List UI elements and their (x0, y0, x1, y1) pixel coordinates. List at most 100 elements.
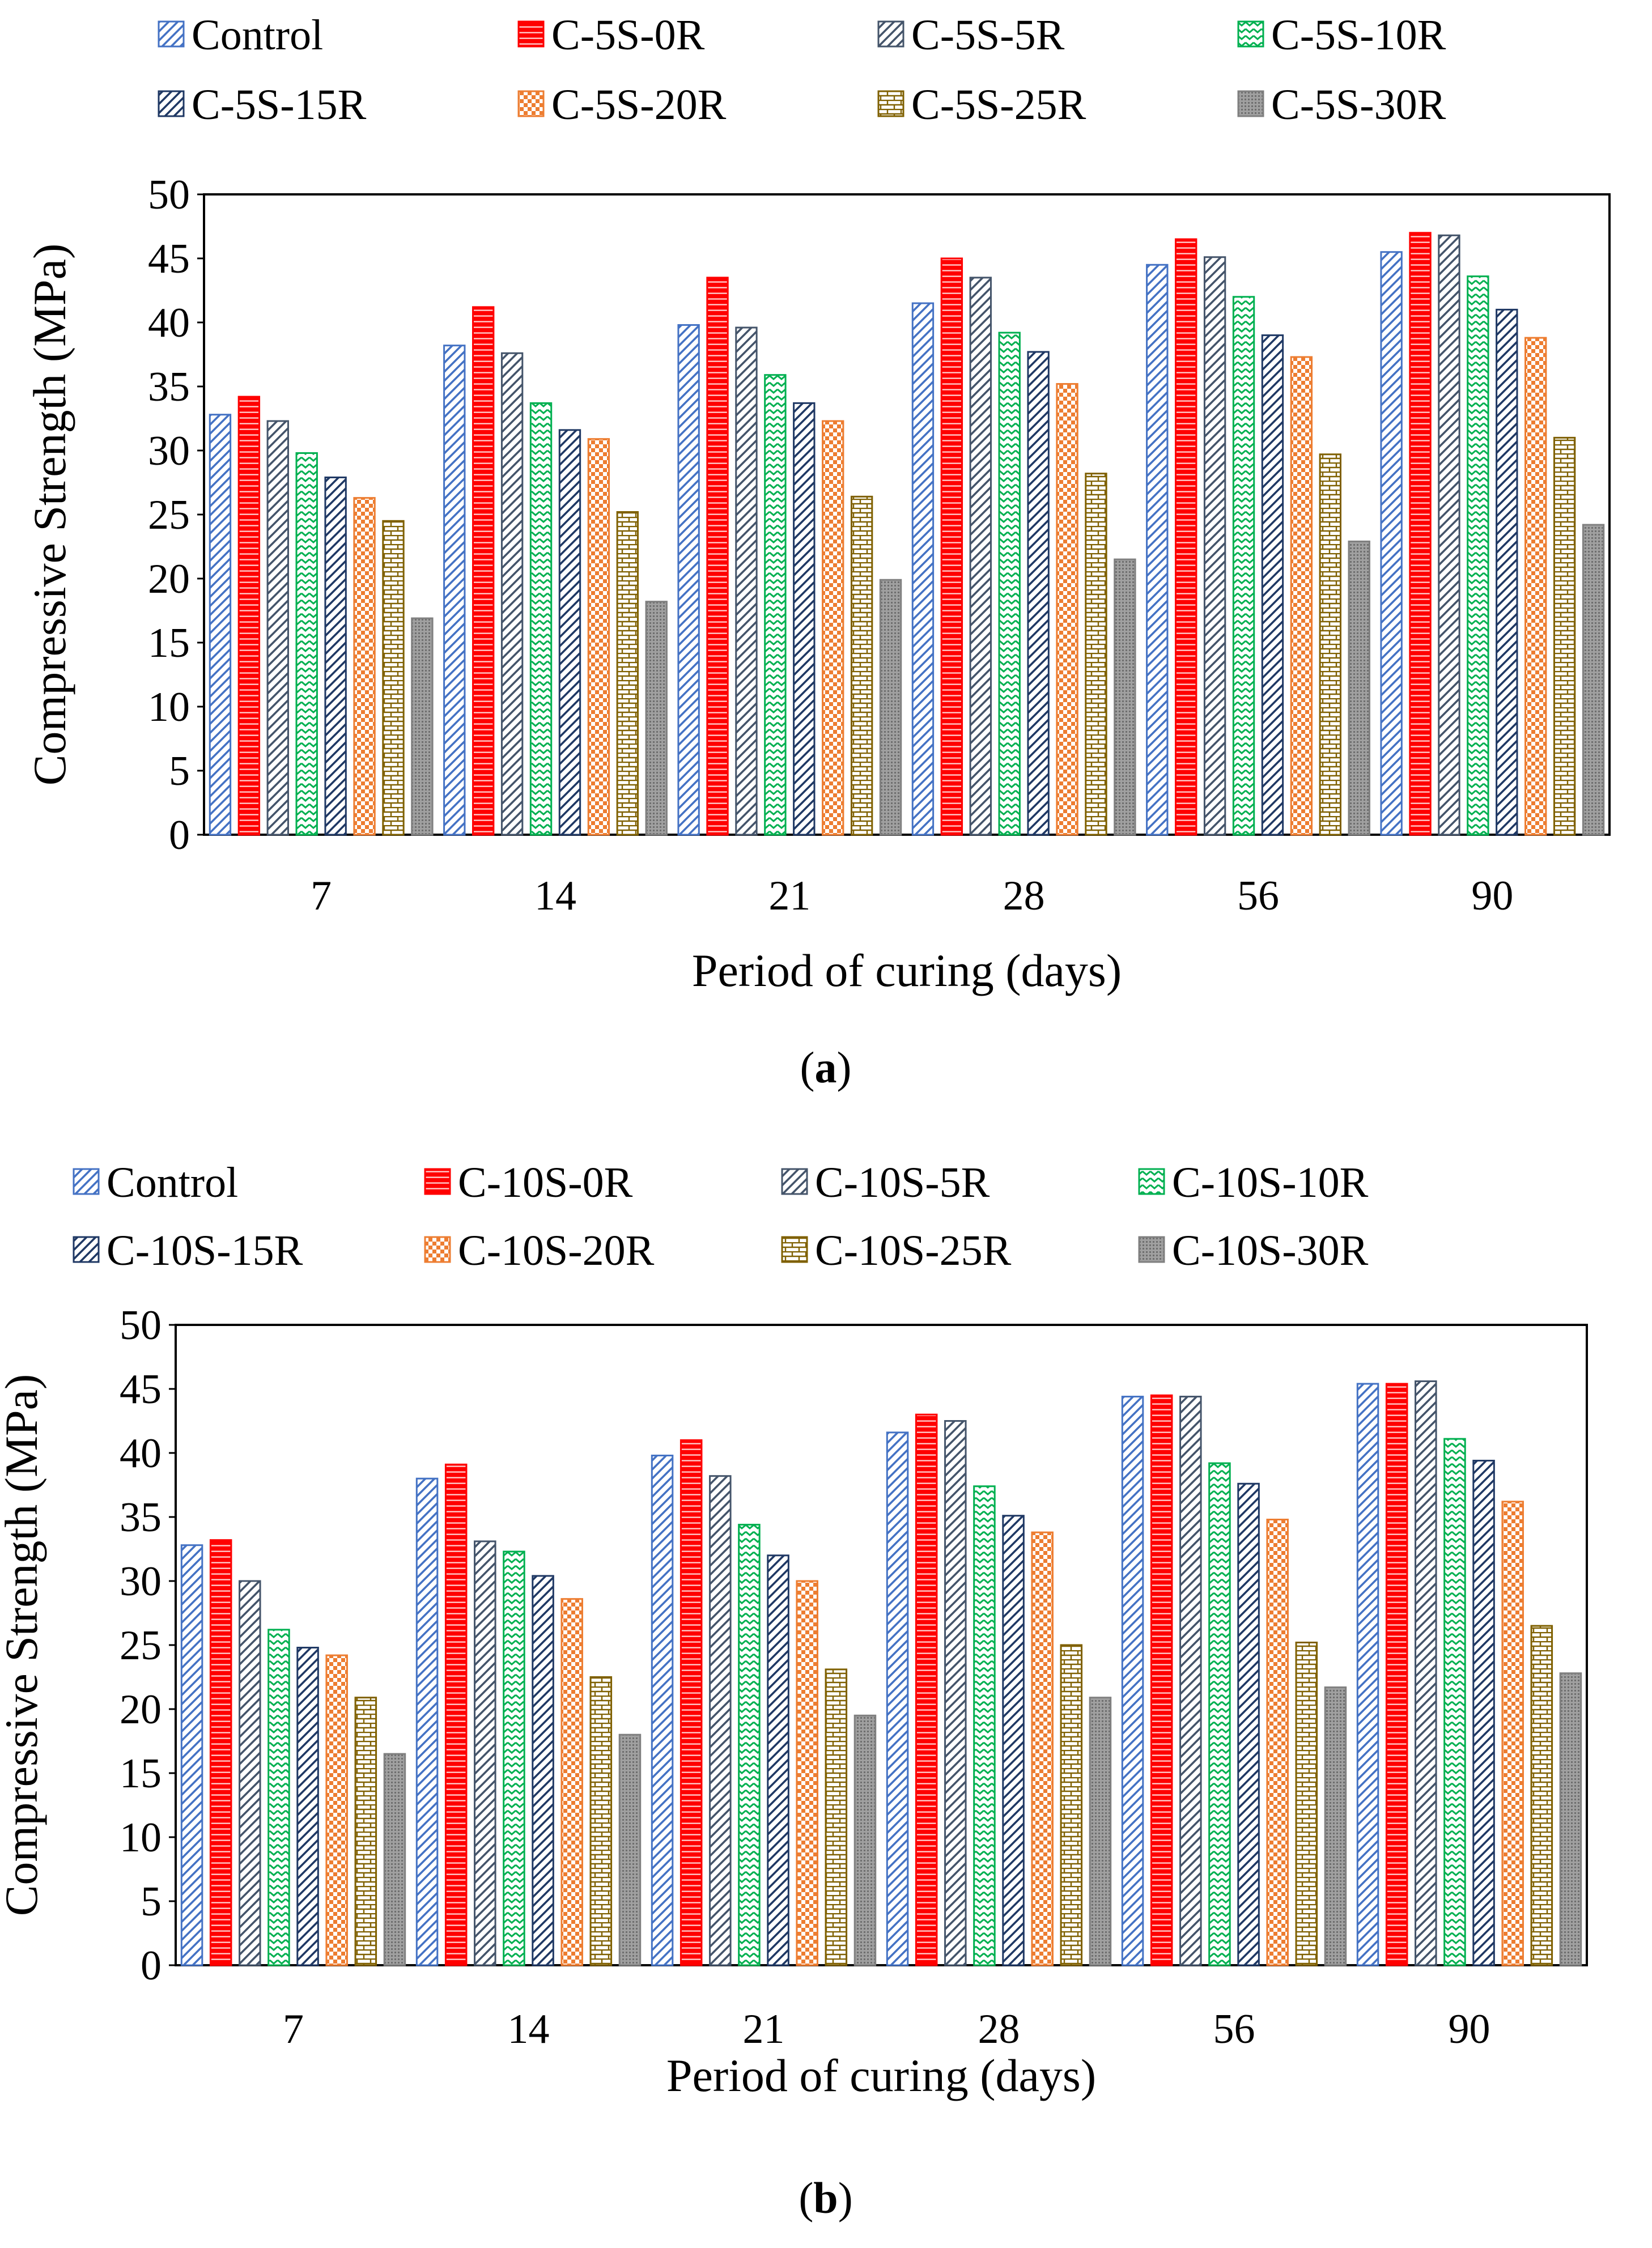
y-tick-label: 45 (148, 236, 190, 282)
bar (1415, 1380, 1437, 1966)
bar (1002, 1515, 1025, 1966)
bar (1179, 1396, 1202, 1966)
bar (1146, 264, 1169, 836)
bar (886, 1431, 909, 1966)
panel-label: (a) (800, 1043, 852, 1092)
bar (1385, 1383, 1408, 1966)
bar (1208, 1462, 1231, 1966)
bar (382, 520, 405, 836)
x-tick-label: 56 (1237, 873, 1279, 919)
bar (969, 277, 992, 836)
bar (443, 345, 466, 836)
y-axis-title: Compressive Strength (MPa) (0, 1374, 47, 1916)
bar (825, 1668, 848, 1966)
bar (532, 1575, 554, 1966)
bar (180, 1544, 203, 1966)
legend: Control C-10S-0R C-10S-5R C-10S-10R C-10S-15… (73, 1159, 1369, 1274)
x-tick-label: 28 (1003, 873, 1045, 919)
y-tick-label: 0 (169, 812, 190, 859)
bar (1114, 558, 1136, 836)
y-tick-label: 30 (120, 1558, 162, 1605)
bar (558, 429, 581, 836)
legend-swatch (781, 1236, 808, 1263)
y-tick-label: 20 (120, 1686, 162, 1733)
bar (1319, 453, 1341, 836)
bar (616, 511, 639, 836)
legend-swatch (1237, 20, 1264, 48)
y-tick-label: 40 (148, 300, 190, 346)
bar (998, 332, 1021, 836)
panel-label: (b) (799, 2173, 852, 2222)
x-axis-title: Period of curing (days) (692, 945, 1122, 996)
y-tick-label: 5 (169, 748, 190, 794)
legend-swatch (517, 90, 545, 117)
bar (353, 497, 376, 836)
legend-item: C-5S-5R (877, 11, 1065, 59)
bar (266, 420, 289, 836)
y-tick-label: 30 (148, 428, 190, 474)
legend-label: C-10S-30R (1172, 1227, 1369, 1274)
bar (296, 1647, 319, 1966)
bar (472, 306, 495, 836)
legend-swatch (877, 90, 904, 117)
bar (1150, 1394, 1173, 1966)
y-axis-title: Compressive Strength (MPa) (24, 244, 75, 786)
legend-label: C-10S-10R (1172, 1159, 1369, 1206)
legend-label: Control (107, 1159, 238, 1206)
y-tick-label: 15 (120, 1750, 162, 1797)
legend-label: C-5S-25R (911, 81, 1086, 129)
bar (1356, 1383, 1379, 1966)
legend-item: C-10S-30R (1138, 1227, 1369, 1274)
bar (239, 1580, 261, 1966)
bar (411, 617, 434, 836)
y-tick-label: 35 (120, 1494, 162, 1541)
legend: Control C-5S-0R C-5S-5R C-5S-10R C-5S-15R C-5… (158, 11, 1446, 129)
bar (1559, 1672, 1582, 1966)
bar (822, 420, 844, 836)
bar (1524, 337, 1547, 836)
bar (383, 1753, 406, 1966)
legend-swatch (73, 1236, 100, 1263)
y-tick-label: 5 (141, 1879, 162, 1925)
bar (651, 1455, 674, 1966)
bar (209, 1539, 232, 1966)
bar (325, 1654, 348, 1966)
legend-swatch (877, 20, 904, 48)
y-tick-label: 50 (120, 1302, 162, 1349)
legend-label: C-10S-5R (815, 1159, 990, 1206)
bar (1232, 296, 1255, 836)
legend-swatch (73, 1168, 100, 1195)
legend-label: C-10S-25R (815, 1227, 1012, 1274)
bar (444, 1463, 468, 1966)
y-tick-label: 10 (148, 684, 190, 730)
legend-swatch (517, 20, 545, 48)
legend-swatch (158, 20, 185, 48)
legend-item: C-10S-10R (1138, 1159, 1369, 1206)
x-tick-label: 28 (978, 2006, 1020, 2052)
bar (1530, 1625, 1553, 1966)
legend-item: C-10S-25R (781, 1227, 1012, 1274)
bar (911, 302, 935, 836)
x-tick-label: 7 (283, 2006, 304, 2052)
legend-swatch (424, 1236, 451, 1263)
legend-item: C-5S-30R (1237, 81, 1446, 129)
legend-label: C-5S-15R (192, 81, 367, 129)
legend-item: C-5S-0R (517, 11, 705, 59)
legend-item: C-10S-5R (781, 1159, 990, 1206)
bar (503, 1550, 525, 1966)
bar (589, 1676, 613, 1966)
bar (415, 1477, 439, 1966)
bar (1501, 1501, 1524, 1966)
bar (1056, 383, 1078, 836)
bar (1261, 334, 1284, 836)
bar (1467, 275, 1489, 836)
legend-swatch (424, 1168, 451, 1195)
bar (1027, 351, 1050, 836)
bar (1380, 251, 1403, 836)
y-tick-label: 45 (120, 1366, 162, 1413)
legend-item: C-5S-10R (1237, 11, 1446, 59)
bar (1295, 1641, 1318, 1966)
legend-label: C-5S-5R (911, 11, 1065, 59)
bar (709, 1475, 732, 1966)
